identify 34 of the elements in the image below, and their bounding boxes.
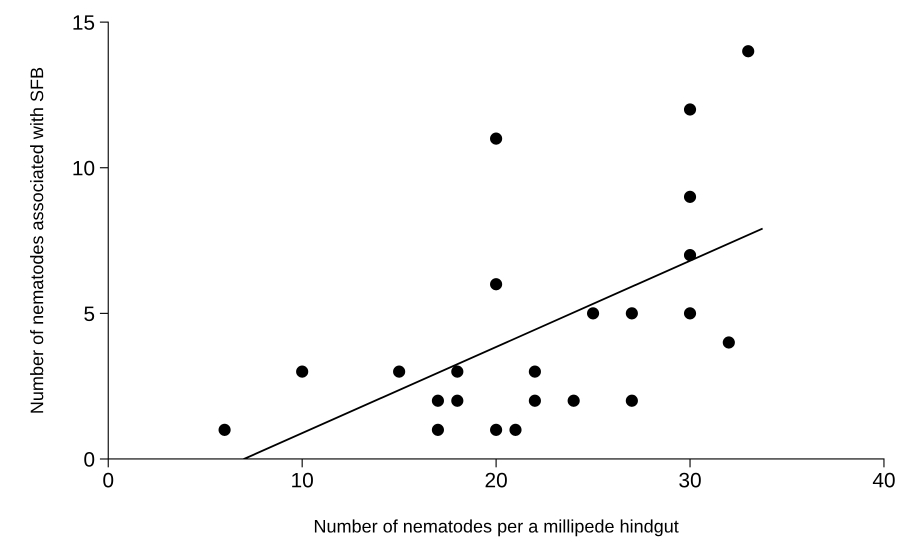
point — [393, 366, 406, 378]
y-tick-label: 15 — [73, 15, 94, 30]
x-axis-title: Number of nematodes per a millipede hindgut — [314, 519, 679, 536]
point — [626, 307, 638, 320]
point — [684, 190, 696, 203]
x-tick-label: 20 — [486, 472, 507, 488]
point — [490, 278, 502, 290]
y-tick-label: 10 — [73, 160, 94, 176]
point — [451, 394, 464, 407]
point — [568, 394, 580, 407]
point — [684, 103, 696, 116]
point — [296, 366, 308, 378]
x-tick-label: 0 — [103, 472, 114, 488]
point — [626, 394, 638, 407]
point — [432, 394, 444, 407]
x-tick-label: 10 — [292, 472, 313, 488]
x-tick-label: 30 — [679, 472, 701, 488]
y-tick-label: 5 — [84, 306, 94, 322]
point — [528, 366, 541, 378]
point — [490, 424, 502, 436]
point — [451, 366, 464, 378]
y-tick-label: 0 — [84, 452, 94, 467]
point — [528, 394, 541, 407]
point — [218, 424, 231, 436]
y-axis-title: Number of nematodes associated with SFB — [30, 68, 44, 413]
point — [432, 424, 444, 436]
point — [722, 336, 735, 349]
point — [490, 132, 502, 145]
point — [586, 307, 600, 320]
point — [509, 424, 522, 436]
x-tick-label: 40 — [872, 472, 895, 488]
point — [684, 249, 696, 262]
point — [684, 307, 696, 320]
point — [742, 45, 754, 58]
